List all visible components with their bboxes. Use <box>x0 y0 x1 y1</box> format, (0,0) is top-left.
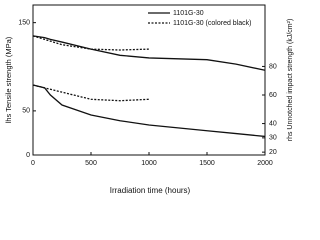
legend-label: 1101G-30 <box>173 10 204 17</box>
chart: Irradiation time (hours) lhs Tensile str… <box>4 4 294 195</box>
y2-tick-label: 80 <box>269 63 277 70</box>
y2-axis-label: rhs Unnotched impact strength (kJ/cm²) <box>287 19 294 142</box>
x-tick-label: 500 <box>85 160 97 167</box>
x-tick-label: 2000 <box>257 160 273 167</box>
series-line <box>32 84 150 102</box>
y-tick-label: 0 <box>26 152 30 159</box>
y-tick-label: 150 <box>18 19 30 26</box>
y-tick-label: 50 <box>22 108 30 115</box>
y2-tick-label: 60 <box>269 92 277 99</box>
series-line <box>32 35 150 51</box>
y-axis-label: lhs Tensile strength (MPa) <box>4 36 13 123</box>
legend-label: 1101G-30 (colored black) <box>173 20 251 27</box>
x-tick-label: 1500 <box>199 160 215 167</box>
x-axis-label: Irradiation time (hours) <box>110 186 191 195</box>
y2-tick-label: 20 <box>269 149 277 156</box>
series-line <box>32 35 266 71</box>
x-tick-label: 0 <box>31 160 35 167</box>
x-tick-label: 1000 <box>141 160 157 167</box>
y2-tick-label: 30 <box>269 135 277 142</box>
y2-tick-label: 40 <box>269 120 277 127</box>
series-line <box>32 84 266 138</box>
